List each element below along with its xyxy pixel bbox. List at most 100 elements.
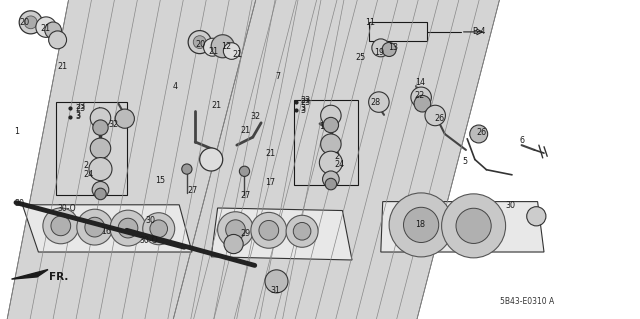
Text: 21: 21 — [232, 50, 243, 59]
Circle shape — [90, 108, 111, 128]
Text: 14: 14 — [415, 78, 425, 87]
Text: 2: 2 — [334, 152, 339, 161]
Circle shape — [150, 220, 168, 238]
Text: 21: 21 — [266, 149, 276, 158]
Circle shape — [323, 117, 339, 133]
Circle shape — [211, 35, 234, 58]
Circle shape — [143, 213, 175, 245]
Text: 21: 21 — [40, 24, 51, 33]
Text: 31: 31 — [270, 286, 280, 295]
Circle shape — [115, 109, 134, 128]
Polygon shape — [22, 205, 192, 252]
Circle shape — [85, 217, 104, 237]
Circle shape — [188, 31, 211, 54]
Circle shape — [218, 212, 253, 248]
Circle shape — [321, 105, 341, 126]
Circle shape — [372, 39, 390, 57]
Circle shape — [19, 11, 42, 34]
Circle shape — [200, 148, 223, 171]
Circle shape — [411, 87, 431, 108]
Text: 23: 23 — [76, 104, 86, 113]
Text: 5: 5 — [462, 157, 467, 166]
Text: 27: 27 — [240, 191, 250, 200]
Circle shape — [24, 16, 37, 29]
Text: 28: 28 — [370, 98, 380, 107]
Text: 17: 17 — [266, 178, 276, 187]
Text: 21: 21 — [58, 63, 68, 71]
Text: 19: 19 — [374, 48, 385, 57]
Circle shape — [325, 178, 337, 190]
Circle shape — [204, 38, 221, 56]
Text: 23: 23 — [301, 98, 311, 107]
Text: 22: 22 — [415, 91, 425, 100]
Text: 3: 3 — [301, 104, 306, 113]
Circle shape — [414, 95, 431, 112]
Text: 12: 12 — [221, 42, 231, 51]
Polygon shape — [381, 202, 544, 252]
Circle shape — [470, 125, 488, 143]
Circle shape — [92, 182, 109, 198]
Circle shape — [226, 220, 245, 240]
Text: 30: 30 — [146, 216, 156, 225]
Text: 4: 4 — [173, 82, 178, 91]
Text: 23: 23 — [76, 102, 86, 111]
Circle shape — [323, 171, 339, 188]
Text: 24: 24 — [334, 160, 344, 169]
Circle shape — [90, 138, 111, 159]
Text: 20: 20 — [195, 40, 205, 49]
Polygon shape — [12, 270, 48, 279]
Circle shape — [259, 220, 278, 240]
Circle shape — [389, 193, 453, 257]
Text: 24: 24 — [83, 170, 93, 179]
Circle shape — [51, 216, 70, 236]
Text: 20: 20 — [19, 18, 29, 27]
Text: 30-O: 30-O — [140, 236, 158, 245]
Text: 13: 13 — [388, 43, 399, 52]
Text: 3: 3 — [301, 106, 306, 115]
Text: 26: 26 — [434, 114, 444, 122]
Text: 23: 23 — [301, 96, 311, 105]
Text: B-4: B-4 — [472, 27, 486, 36]
Polygon shape — [211, 208, 352, 260]
Polygon shape — [161, 0, 539, 319]
Bar — [369, 22, 427, 41]
Text: FR.: FR. — [49, 272, 68, 282]
Text: 18: 18 — [415, 220, 425, 229]
Text: 29: 29 — [240, 229, 250, 238]
Text: 26: 26 — [477, 128, 487, 137]
Circle shape — [118, 218, 138, 238]
Circle shape — [265, 270, 288, 293]
Circle shape — [36, 17, 56, 37]
Circle shape — [425, 105, 445, 126]
Circle shape — [369, 92, 389, 112]
Circle shape — [321, 134, 341, 154]
Circle shape — [456, 208, 492, 243]
Circle shape — [49, 31, 67, 49]
Text: 32: 32 — [251, 112, 261, 121]
Circle shape — [93, 120, 108, 135]
Text: 16: 16 — [101, 227, 111, 236]
Circle shape — [251, 212, 287, 248]
Circle shape — [293, 222, 311, 240]
Circle shape — [442, 194, 506, 258]
Text: 1: 1 — [319, 122, 324, 130]
Text: 6: 6 — [520, 136, 525, 145]
Bar — [294, 100, 358, 185]
Text: 3: 3 — [76, 112, 81, 121]
Circle shape — [77, 209, 113, 245]
Text: 30-O: 30-O — [58, 204, 76, 213]
Circle shape — [193, 36, 206, 48]
Text: 11: 11 — [365, 18, 375, 27]
Circle shape — [110, 210, 146, 246]
Circle shape — [382, 42, 396, 56]
Circle shape — [404, 207, 439, 242]
Circle shape — [239, 166, 250, 176]
Circle shape — [224, 234, 243, 254]
Circle shape — [286, 215, 318, 247]
Polygon shape — [0, 0, 376, 319]
Bar — [56, 102, 127, 195]
Text: 32: 32 — [109, 120, 119, 129]
Text: 21: 21 — [211, 101, 221, 110]
Text: 7: 7 — [275, 72, 280, 81]
Text: 5B43-E0310 A: 5B43-E0310 A — [500, 297, 555, 306]
